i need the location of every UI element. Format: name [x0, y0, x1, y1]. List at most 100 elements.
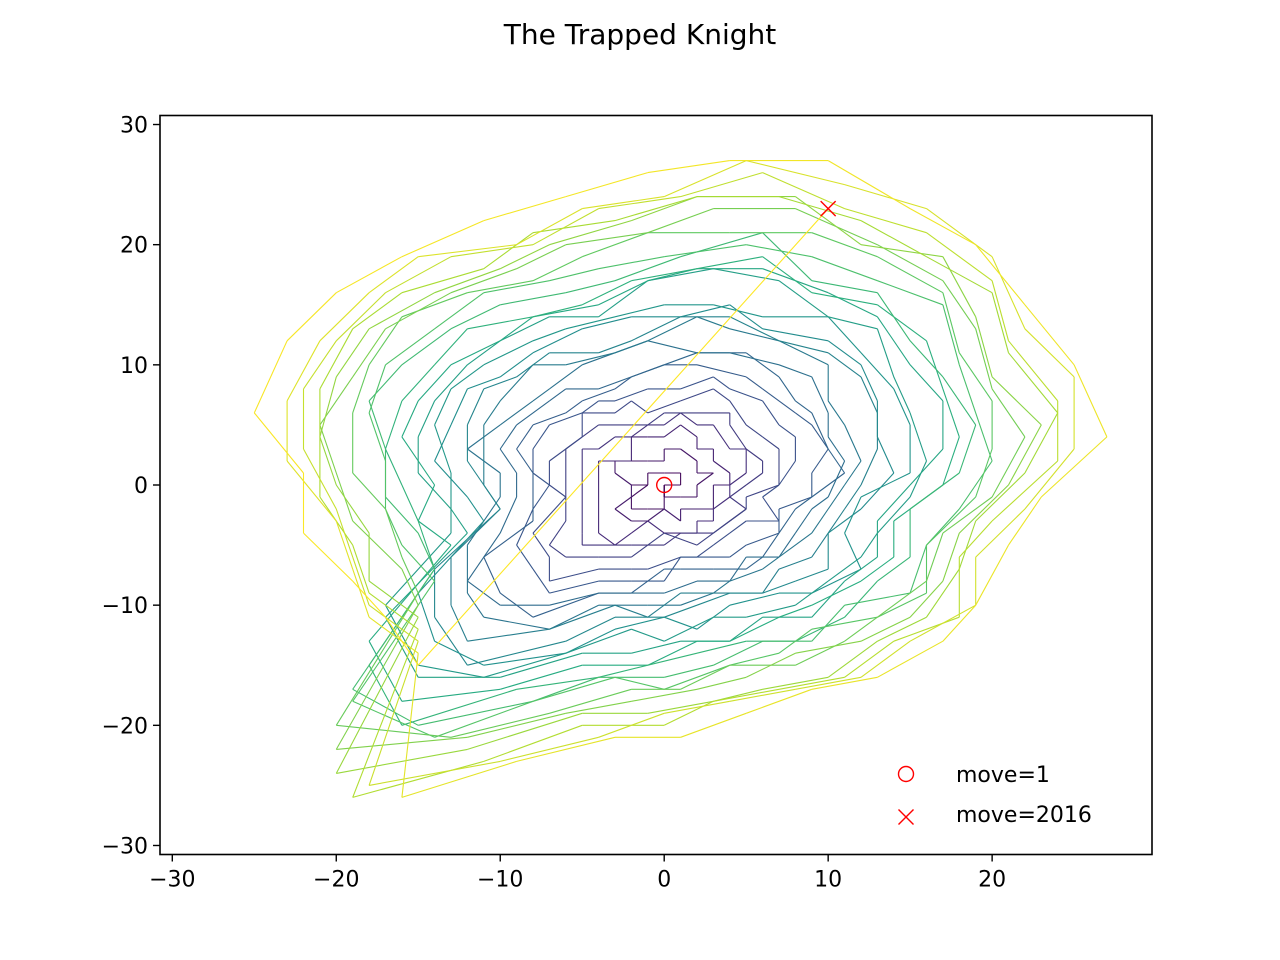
path-segment [729, 520, 747, 534]
path-segment [352, 629, 419, 798]
path-segment [286, 340, 321, 402]
path-segment [565, 232, 648, 246]
path-segment [958, 424, 977, 474]
path-segment [729, 400, 747, 426]
path-segment [827, 556, 862, 582]
y-tick-label: −20 [102, 714, 148, 739]
path-segment [844, 184, 927, 210]
path-segment [483, 520, 534, 558]
path-segment [696, 544, 714, 558]
path-segment [253, 340, 288, 414]
path-segment [811, 376, 829, 414]
x-tick-label: −20 [313, 868, 359, 893]
path-segment [909, 448, 944, 486]
path-segment [664, 352, 698, 366]
path-segment [368, 580, 419, 618]
path-segment [467, 628, 550, 642]
path-segment [319, 292, 370, 342]
path-segment [975, 544, 1009, 606]
path-segment [631, 196, 698, 222]
path-segment [811, 292, 878, 306]
path-segment [368, 592, 419, 630]
path-segment [729, 352, 780, 366]
path-segment [778, 340, 829, 366]
path-segment [877, 616, 927, 642]
path-segment [532, 220, 616, 234]
path-segment [401, 688, 501, 702]
path-segment [549, 544, 567, 558]
path-segment [909, 544, 928, 594]
path-segment [860, 352, 895, 390]
path-segment [877, 556, 911, 582]
path-segment [729, 592, 780, 606]
path-segment [368, 641, 419, 786]
path-segment [532, 328, 583, 354]
path-segment [811, 256, 878, 282]
markers [655, 200, 837, 494]
path-segment [795, 580, 829, 606]
path-segment [745, 472, 763, 486]
path-segment [778, 532, 796, 558]
path-segment [532, 304, 599, 318]
path-segment [483, 652, 566, 666]
path-segment [582, 196, 665, 210]
path-segment [975, 508, 1026, 558]
path-segment [893, 376, 911, 414]
path-segment [483, 484, 501, 510]
path-segment [680, 664, 731, 690]
path-segment [975, 316, 993, 378]
path-segment [614, 532, 632, 546]
path-segment [778, 532, 813, 558]
path-segment [647, 520, 665, 534]
path-segment [631, 688, 698, 702]
path-segment [795, 496, 813, 510]
path-segment [598, 196, 681, 210]
path-segment [860, 244, 943, 258]
path-segment [385, 292, 452, 330]
path-segment [467, 316, 534, 330]
path-segment [811, 232, 878, 258]
path-segment [811, 580, 862, 606]
path-segment [975, 448, 993, 498]
path-segment [417, 520, 485, 594]
path-segment [417, 484, 436, 522]
path-segment [549, 688, 632, 714]
path-segment [369, 760, 501, 786]
path-segment [860, 220, 927, 258]
path-segment [893, 616, 960, 642]
path-segment [303, 340, 337, 390]
path-segment [532, 484, 550, 510]
path-segment [729, 652, 780, 666]
path-segment [598, 376, 632, 390]
path-segment [631, 424, 649, 438]
path-segment [385, 532, 452, 606]
path-segment [549, 592, 599, 606]
path-segment [631, 640, 681, 654]
path-segment [680, 388, 714, 402]
path-segment [926, 496, 977, 546]
path-segment [467, 712, 583, 750]
path-segment [713, 496, 731, 510]
path-segment [729, 496, 747, 510]
path-segment [1008, 424, 1042, 486]
path-segment [844, 484, 862, 510]
path-segment [844, 592, 911, 606]
x-tick-label: 20 [978, 868, 1006, 893]
path-segment [926, 208, 993, 258]
path-segment [500, 664, 583, 690]
path-segment [549, 412, 583, 426]
path-segment [729, 568, 763, 582]
path-segment [319, 376, 337, 438]
y-tick-label: 30 [120, 114, 148, 139]
path-segment [975, 412, 993, 462]
path-segment [663, 508, 681, 522]
path-segment [811, 568, 862, 594]
path-segment [680, 424, 698, 438]
path-segment [877, 592, 927, 618]
path-segment [434, 424, 452, 474]
path-segment [680, 376, 714, 390]
path-segment [942, 292, 960, 353]
path-segment [746, 160, 845, 186]
path-segment [942, 280, 977, 330]
path-segment [746, 604, 796, 618]
